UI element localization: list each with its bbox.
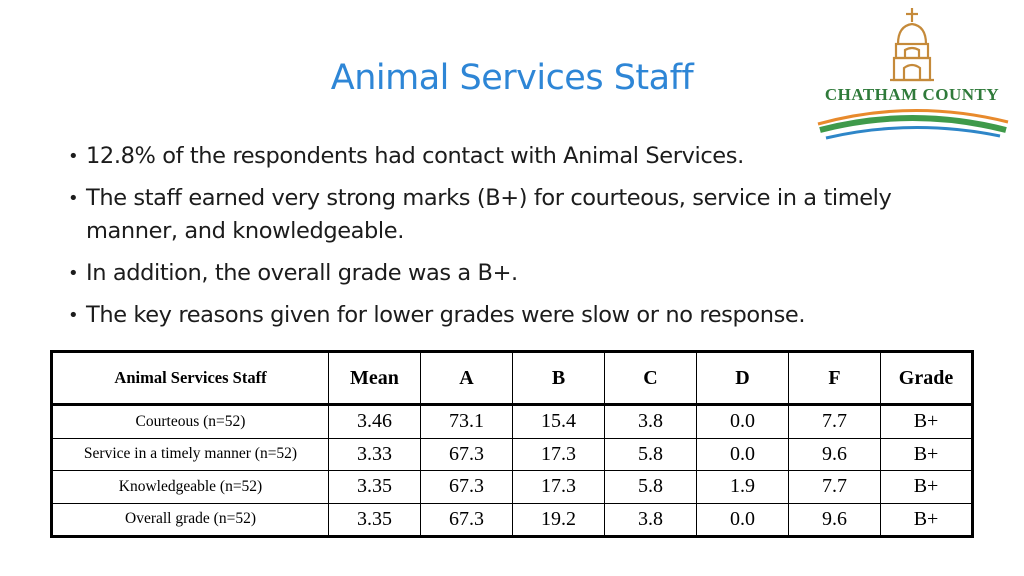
logo-text: CHATHAM COUNTY (825, 85, 999, 104)
row-label: Courteous (n=52) (51, 404, 329, 439)
table-cell: 67.3 (420, 437, 513, 471)
bullet-text: The staff earned very strong marks (B+) … (86, 185, 892, 244)
bullet-item: • In addition, the overall grade was a B… (68, 257, 988, 290)
bullet-item: • 12.8% of the respondents had contact w… (68, 140, 988, 173)
table-cell: 17.3 (512, 437, 605, 471)
row-label: Knowledgeable (n=52) (51, 470, 329, 504)
table-cell: B+ (880, 470, 973, 504)
table-row: Overall grade (n=52) 3.35 67.3 19.2 3.8 … (51, 502, 973, 537)
table-cell: 7.7 (788, 470, 881, 504)
grades-table: Animal Services Staff Mean A B C D F Gra… (50, 350, 974, 538)
bullet-item: • The key reasons given for lower grades… (68, 299, 988, 332)
column-header: F (788, 351, 881, 406)
bullet-text: The key reasons given for lower grades w… (86, 302, 806, 328)
table-cell: 5.8 (604, 437, 697, 471)
table-row: Service in a timely manner (n=52) 3.33 6… (51, 437, 973, 471)
column-header: D (696, 351, 789, 406)
table-cell: 7.7 (788, 404, 881, 439)
table-cell: 9.6 (788, 437, 881, 471)
table-row: Knowledgeable (n=52) 3.35 67.3 17.3 5.8 … (51, 470, 973, 504)
table-cell: 0.0 (696, 502, 789, 537)
courthouse-icon (890, 8, 934, 82)
table-cell: B+ (880, 437, 973, 471)
chatham-county-logo: CHATHAM COUNTY (817, 8, 1009, 140)
table-cell: 0.0 (696, 437, 789, 471)
column-header: Grade (880, 351, 973, 406)
bullet-text: In addition, the overall grade was a B+. (86, 260, 518, 286)
table-cell: 9.6 (788, 502, 881, 537)
table-cell: 3.33 (328, 437, 421, 471)
table-cell: B+ (880, 404, 973, 439)
column-header: A (420, 351, 513, 406)
table-cell: 19.2 (512, 502, 605, 537)
table-cell: 67.3 (420, 502, 513, 537)
table-cell: 3.35 (328, 470, 421, 504)
bullet-item: • The staff earned very strong marks (B+… (68, 182, 988, 248)
bullet-list: • 12.8% of the respondents had contact w… (68, 140, 988, 341)
slide-title: Animal Services Staff (330, 58, 694, 98)
table-row: Courteous (n=52) 3.46 73.1 15.4 3.8 0.0 … (51, 404, 973, 439)
bullet-dot: • (68, 263, 79, 284)
table-cell: 3.8 (604, 404, 697, 439)
table-cell: 67.3 (420, 470, 513, 504)
table-cell: 15.4 (512, 404, 605, 439)
column-header: Mean (328, 351, 421, 406)
grades-table-container: Animal Services Staff Mean A B C D F Gra… (50, 350, 974, 538)
row-label: Service in a timely manner (n=52) (51, 437, 329, 471)
column-header: C (604, 351, 697, 406)
table-cell: 5.8 (604, 470, 697, 504)
table-cell: 3.8 (604, 502, 697, 537)
table-cell: 73.1 (420, 404, 513, 439)
table-cell: 3.35 (328, 502, 421, 537)
table-cell: 0.0 (696, 404, 789, 439)
table-cell: 17.3 (512, 470, 605, 504)
bullet-text: 12.8% of the respondents had contact wit… (86, 143, 744, 169)
table-cell: 1.9 (696, 470, 789, 504)
table-cell: 3.46 (328, 404, 421, 439)
bullet-dot: • (68, 146, 79, 167)
table-header-row: Animal Services Staff Mean A B C D F Gra… (51, 351, 973, 406)
column-header: B (512, 351, 605, 406)
column-header: Animal Services Staff (51, 351, 329, 406)
row-label: Overall grade (n=52) (51, 502, 329, 537)
bullet-dot: • (68, 305, 79, 326)
table-cell: B+ (880, 502, 973, 537)
bullet-dot: • (68, 188, 79, 209)
